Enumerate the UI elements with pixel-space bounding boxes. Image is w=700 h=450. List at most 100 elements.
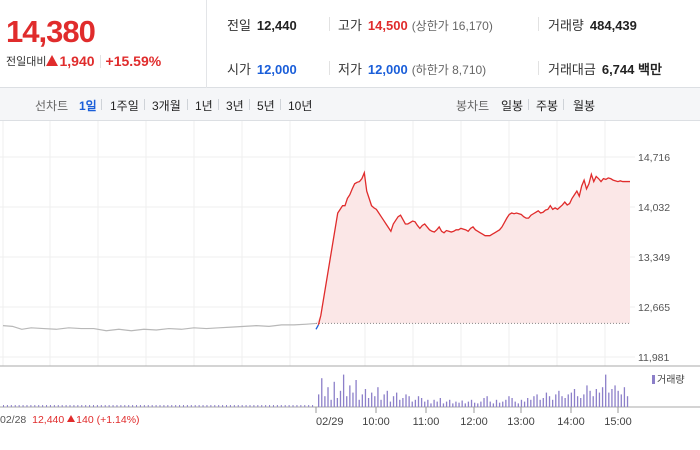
volume-bar (46, 405, 48, 407)
volume-bar (477, 403, 479, 407)
candle-weekly[interactable]: 주봉 (536, 99, 559, 113)
volume-bar (336, 398, 339, 407)
volume-bar (81, 405, 83, 407)
volume-bar (253, 405, 255, 407)
volume-bar (34, 405, 36, 407)
volume-bar (427, 399, 429, 407)
x-tick-label: 14:00 (557, 416, 585, 428)
period-1y[interactable]: 1년 (195, 99, 213, 113)
today-fill (316, 172, 630, 324)
volume-bar (424, 401, 426, 407)
volume-bar (561, 396, 563, 407)
volume-bar (617, 390, 619, 407)
volume-bar (355, 380, 357, 407)
up-triangle-icon (46, 55, 59, 66)
volume-bar (527, 398, 529, 407)
volume-bar (377, 387, 379, 407)
volume-bar (405, 394, 407, 407)
volume-bar (458, 402, 460, 407)
volume-bar (420, 398, 423, 407)
volume-bar (139, 405, 141, 407)
period-5y[interactable]: 5년 (257, 99, 275, 113)
volume-bar (455, 401, 457, 407)
volume-bar (300, 405, 302, 407)
volume-bar (26, 405, 28, 407)
volume-bar (128, 405, 130, 407)
volume-bar (445, 401, 448, 407)
volume-bar (308, 405, 310, 407)
volume-bar (483, 398, 485, 407)
x-axis-ticks: 02/29 10:00 11:00 12:00 13:00 14:00 15:00 (315, 407, 632, 428)
divider (528, 99, 529, 110)
stat-value: 12,440 (256, 18, 297, 33)
volume-bar (605, 374, 607, 407)
volume-bar (284, 405, 286, 407)
volume-bar (249, 405, 251, 407)
divider (187, 99, 188, 110)
volume-bar (292, 405, 294, 407)
y-axis-ticks: 14,716 14,032 13,349 12,665 11,981 (638, 152, 670, 364)
volume-bar (194, 405, 196, 407)
stat-value: 484,439 (589, 18, 637, 33)
candle-monthly[interactable]: 월봉 (573, 99, 596, 113)
volume-bar (470, 399, 473, 407)
volume-bar (408, 396, 410, 407)
candle-daily[interactable]: 일봉 (501, 99, 524, 113)
stat-high: 고가 14,500 (상한가 16,170) (338, 15, 493, 34)
volume-bar (505, 399, 507, 407)
volume-bar (155, 405, 157, 407)
volume-bar (198, 405, 200, 407)
volume-bar (30, 405, 32, 407)
period-1d[interactable]: 1일 (79, 99, 97, 113)
volume-bar (296, 405, 298, 407)
volume-bar (417, 396, 420, 407)
prev-day-close: 12,440 (32, 414, 65, 426)
volume-bar (539, 399, 541, 407)
volume-bar (495, 399, 498, 407)
volume-bar (124, 405, 126, 407)
period-3m[interactable]: 3개월 (152, 99, 181, 113)
volume-bar (349, 385, 351, 407)
prev-day-summary: 02/28 12,440 140 (+1.14%) (0, 414, 140, 426)
volume-bar (552, 399, 554, 407)
period-1w[interactable]: 1주일 (110, 99, 139, 113)
volume-bar (73, 405, 75, 407)
volume-bar (611, 389, 613, 407)
volume-bar (567, 394, 569, 407)
volume-bar (533, 396, 535, 407)
up-triangle-icon (67, 415, 76, 422)
volume-bar (112, 405, 114, 407)
legend-label: 거래량 (657, 375, 685, 386)
stat-low: 저가 12,000 (하한가 8,710) (338, 59, 486, 78)
quote-header: 14,380 전일대비 1,940 +15.59% 전일 12,440 고가 14,50… (0, 0, 700, 88)
change-percent: +15.59% (105, 53, 162, 69)
volume-bar (3, 405, 4, 407)
period-10y[interactable]: 10년 (288, 99, 313, 113)
volume-bar (520, 399, 523, 407)
volume-bar (257, 405, 259, 407)
volume-bar (399, 399, 401, 407)
period-3y[interactable]: 3년 (226, 99, 244, 113)
volume-bar (371, 392, 373, 407)
stat-value: 14,500 (367, 18, 408, 33)
volume-bar (324, 396, 326, 407)
x-tick-label: 02/29 (316, 416, 344, 428)
volume-bar (383, 394, 385, 407)
stat-label: 거래대금 (548, 62, 596, 77)
volume-bar (237, 405, 239, 407)
volume-bar (361, 394, 363, 407)
prev-day-pct: (+1.14%) (96, 414, 140, 426)
volume-bar (586, 385, 588, 407)
volume-bar (545, 392, 548, 407)
volume-bar (601, 387, 604, 407)
volume-bars (3, 374, 629, 407)
volume-bar (480, 401, 482, 407)
current-price: 14,380 (6, 14, 96, 49)
volume-bar (222, 405, 224, 407)
stat-value: 6,744 백만 (601, 62, 662, 77)
volume-bar (108, 405, 110, 407)
divider (538, 17, 539, 31)
today-series-up (317, 170, 630, 326)
x-tick-label: 15:00 (604, 416, 632, 428)
divider (249, 99, 250, 110)
